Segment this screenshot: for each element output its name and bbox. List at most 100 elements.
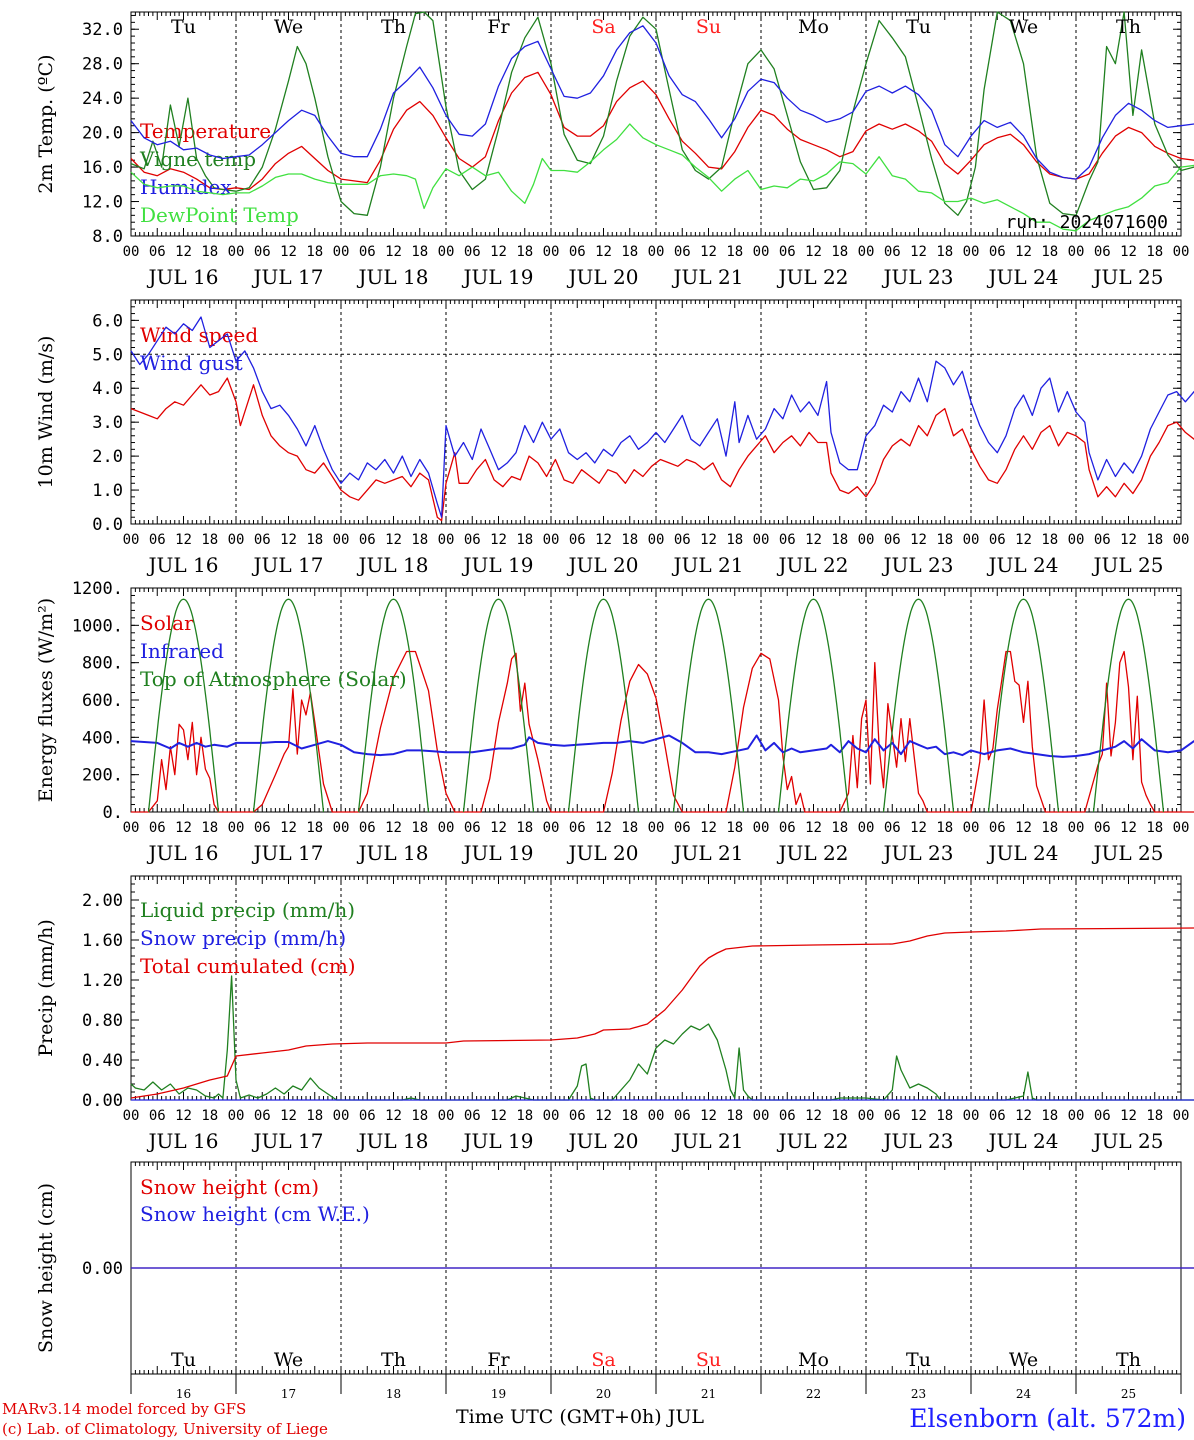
- hour-label: 00: [543, 820, 560, 836]
- day-label: Mo: [798, 16, 829, 38]
- hour-label: 12: [1120, 532, 1137, 548]
- hour-label: 12: [280, 532, 297, 548]
- date-label: JUL 17: [252, 1129, 324, 1153]
- day-number-label: 19: [491, 1387, 506, 1401]
- hour-label: 00: [963, 244, 980, 260]
- hour-label: 18: [411, 820, 428, 836]
- y-tick-label: 800.: [82, 654, 123, 674]
- station-name: Elsenborn (alt. 572m): [909, 1404, 1186, 1433]
- legend-entry: Snow height (cm W.E.): [140, 1202, 370, 1226]
- hour-label: 18: [1146, 244, 1163, 260]
- hour-label: 12: [595, 820, 612, 836]
- hour-label: 00: [438, 820, 455, 836]
- y-tick-label: 12.0: [82, 193, 123, 213]
- day-number-label: 16: [176, 1387, 191, 1401]
- y-tick-label: 0.0: [92, 515, 123, 535]
- hour-label: 00: [333, 1108, 350, 1124]
- hour-label: 12: [280, 1108, 297, 1124]
- hour-label: 12: [910, 1108, 927, 1124]
- day-number-label: 21: [701, 1387, 716, 1401]
- date-label: JUL 23: [882, 1129, 954, 1153]
- hour-label: 18: [306, 820, 323, 836]
- hour-label: 18: [831, 244, 848, 260]
- hour-label: 00: [543, 244, 560, 260]
- panel-temperature: 8.0 12.0 16.0 20.0 24.0 28.0 32.0 2m Temp. (ºC)…: [35, 11, 1194, 289]
- date-label: JUL 22: [777, 1129, 849, 1153]
- hour-label: 12: [1015, 820, 1032, 836]
- hour-label: 12: [805, 820, 822, 836]
- hour-label: 00: [438, 1108, 455, 1124]
- series-line-wind-0: [130, 377, 1194, 522]
- hour-label: 18: [201, 820, 218, 836]
- hour-label: 06: [779, 1108, 796, 1124]
- day-number-label: 24: [1016, 1387, 1032, 1401]
- hour-label: 06: [254, 820, 271, 836]
- hour-label: 12: [175, 1108, 192, 1124]
- y-tick-label: 200.: [82, 766, 123, 786]
- run-annotation: run: 2024071600: [1005, 212, 1168, 233]
- day-label: Sa: [591, 16, 615, 38]
- hour-label: 18: [411, 244, 428, 260]
- date-label: JUL 16: [147, 553, 219, 577]
- day-label: Su: [696, 1349, 721, 1371]
- date-label: JUL 21: [672, 553, 744, 577]
- hour-label: 12: [595, 244, 612, 260]
- hour-label: 12: [490, 1108, 507, 1124]
- date-label: JUL 19: [462, 1129, 534, 1153]
- y-tick-label: 8.0: [92, 227, 123, 247]
- legend-entry: Solar: [140, 611, 194, 635]
- hour-label: 00: [648, 244, 665, 260]
- y-axis-label: 2m Temp. (ºC): [35, 54, 57, 193]
- y-tick-label: 0.: [103, 803, 123, 823]
- hour-label: 12: [385, 820, 402, 836]
- y-tick-label: 1200.: [72, 579, 123, 599]
- hour-label: 06: [464, 532, 481, 548]
- hour-label: 18: [621, 532, 638, 548]
- hour-label: 00: [1173, 820, 1190, 836]
- day-label: Tu: [906, 1349, 931, 1371]
- day-label: Th: [381, 1349, 406, 1371]
- y-tick-label: 3.0: [92, 413, 123, 433]
- hour-label: 18: [726, 244, 743, 260]
- hour-label: 12: [700, 532, 717, 548]
- hour-label: 18: [516, 1108, 533, 1124]
- y-axis-label: Snow height (cm): [35, 1183, 57, 1353]
- hour-label: 00: [543, 532, 560, 548]
- y-tick-label: 32.0: [82, 20, 123, 40]
- y-axis-label: Precip (mm/h): [35, 919, 57, 1057]
- date-label: JUL 17: [252, 841, 324, 865]
- hour-label: 00: [858, 244, 875, 260]
- date-label: JUL 24: [987, 1129, 1059, 1153]
- hour-label: 06: [674, 1108, 691, 1124]
- hour-label: 06: [884, 820, 901, 836]
- hour-label: 12: [385, 1108, 402, 1124]
- date-label: JUL 23: [882, 841, 954, 865]
- hour-label: 06: [1094, 1108, 1111, 1124]
- hour-label: 00: [753, 244, 770, 260]
- hour-label: 00: [228, 1108, 245, 1124]
- hour-label: 00: [333, 532, 350, 548]
- day-number-label: 18: [386, 1387, 401, 1401]
- hour-label: 12: [805, 244, 822, 260]
- hour-label: 18: [621, 244, 638, 260]
- hour-label: 18: [1041, 1108, 1058, 1124]
- day-label: Su: [696, 16, 721, 38]
- date-label: JUL 24: [987, 841, 1059, 865]
- date-label: JUL 24: [987, 553, 1059, 577]
- hour-label: 12: [280, 820, 297, 836]
- date-label: JUL 23: [882, 265, 954, 289]
- hour-label: 00: [753, 820, 770, 836]
- y-tick-label: 6.0: [92, 311, 123, 331]
- hour-label: 00: [123, 532, 140, 548]
- hour-label: 12: [175, 244, 192, 260]
- hour-label: 12: [595, 532, 612, 548]
- hour-label: 06: [779, 532, 796, 548]
- y-tick-label: 1000.: [72, 616, 123, 636]
- hour-label: 06: [1094, 820, 1111, 836]
- day-number-label: 23: [911, 1387, 926, 1401]
- hour-label: 06: [884, 244, 901, 260]
- y-tick-label: 4.0: [92, 379, 123, 399]
- hour-label: 18: [411, 1108, 428, 1124]
- hour-label: 18: [831, 1108, 848, 1124]
- hour-label: 06: [884, 1108, 901, 1124]
